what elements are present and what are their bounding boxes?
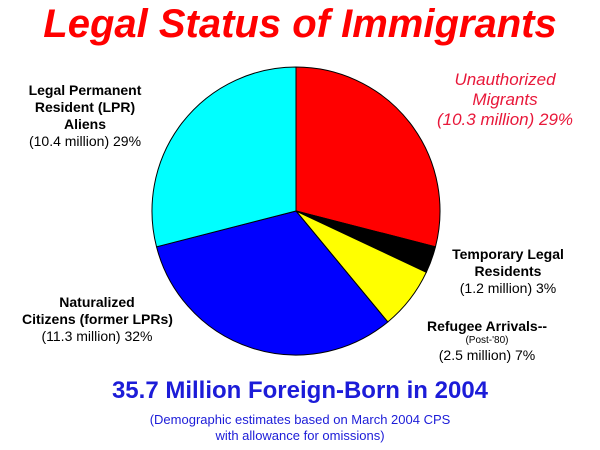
pie-slice-naturalized: [155, 210, 389, 356]
label-temp-value: (1.2 million) 3%: [459, 280, 557, 296]
label-refugee-value: (2.5 million) 7%: [438, 347, 536, 363]
label-unauthorized-value: (10.3 million) 29%: [436, 110, 574, 129]
label-refugee-sub: (Post-'80): [465, 335, 509, 346]
pie-slice-lpr: [151, 66, 297, 248]
label-nat-value: (11.3 million) 32%: [41, 328, 153, 344]
label-unauthorized-migrants: Unauthorized Migrants (10.3 million) 29%: [415, 70, 595, 130]
label-refugee-arrivals: Refugee Arrivals-- (Post-'80) (2.5 milli…: [392, 318, 582, 364]
label-lpr-line1: Legal Permanent: [28, 82, 142, 98]
label-refugee-line1: Refugee Arrivals--: [426, 318, 548, 334]
footer-note-line1: (Demographic estimates based on March 20…: [149, 412, 451, 427]
label-temp-line1: Temporary Legal: [452, 246, 564, 262]
label-lpr-aliens: Legal Permanent Resident (LPR) Aliens (1…: [10, 82, 160, 150]
label-unauthorized-line1: Unauthorized: [454, 70, 556, 89]
label-lpr-line2: Resident (LPR): [34, 99, 136, 115]
footer-note-line2: with allowance for omissions): [215, 428, 385, 443]
pie-slice-unauthorized: [295, 66, 441, 248]
label-temporary-legal-residents: Temporary Legal Residents (1.2 million) …: [428, 246, 588, 297]
label-lpr-line3: Aliens: [63, 116, 106, 132]
chart-title: Legal Status of Immigrants: [43, 2, 557, 46]
label-temp-line2: Residents: [474, 263, 542, 279]
footer-note: (Demographic estimates based on March 20…: [0, 412, 600, 444]
label-unauthorized-line2: Migrants: [472, 90, 538, 109]
label-lpr-value: (10.4 million) 29%: [28, 133, 142, 149]
label-naturalized-citizens: Naturalized Citizens (former LPRs) (11.3…: [22, 294, 173, 345]
label-nat-line2: Citizens (former LPRs): [22, 311, 173, 327]
footer-headline: 35.7 Million Foreign-Born in 2004: [111, 377, 489, 404]
label-nat-line1: Naturalized: [59, 294, 135, 310]
